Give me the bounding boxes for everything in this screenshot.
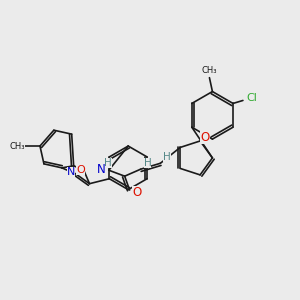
Text: CH₃: CH₃ — [9, 142, 25, 151]
Text: CH₃: CH₃ — [202, 66, 217, 75]
Text: O: O — [200, 131, 210, 145]
Text: H: H — [144, 158, 151, 168]
Text: H: H — [164, 152, 171, 162]
Text: O: O — [132, 185, 141, 199]
Text: N: N — [67, 167, 75, 177]
Text: H: H — [104, 158, 112, 168]
Text: N: N — [97, 163, 105, 176]
Text: O: O — [76, 165, 85, 175]
Text: Cl: Cl — [246, 94, 257, 103]
